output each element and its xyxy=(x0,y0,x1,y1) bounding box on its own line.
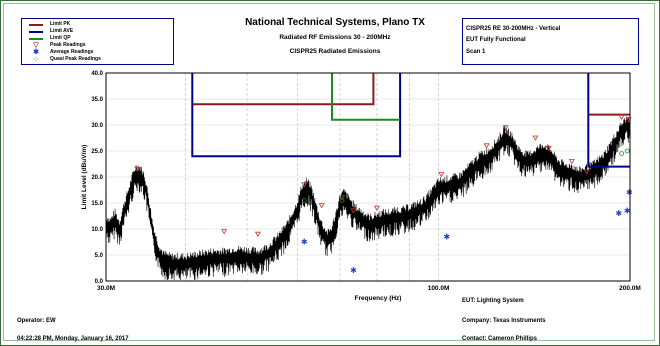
legend-item: ○ Quasi Peak Readings xyxy=(22,55,173,64)
peak-reading-marker xyxy=(301,182,308,188)
quasi-peak-reading-marker xyxy=(619,151,624,157)
x-tick-label: 30.0M xyxy=(97,285,115,292)
legend-item: Limit QP xyxy=(22,34,173,43)
peak-reading-marker xyxy=(350,208,357,214)
legend-marker-icon: ○ xyxy=(33,56,39,63)
y-tick-label: 0.0 xyxy=(95,279,104,285)
plot-border xyxy=(105,72,631,282)
legend-item: Limit AVE xyxy=(22,27,173,36)
peak-reading-marker xyxy=(618,114,625,121)
peak-reading-marker xyxy=(545,146,552,152)
quasi-peak-reading-marker xyxy=(624,148,630,154)
peak-reading-marker xyxy=(532,135,539,141)
company-label: Company: Texas Instruments xyxy=(462,318,546,324)
y-tick-label: 35.0 xyxy=(91,97,103,103)
y-tick-label: 40.0 xyxy=(91,71,103,77)
average-reading-marker: ✱ xyxy=(615,209,622,218)
scan-info-line-1: CISPR25 RE 30-200MHz - Vertical xyxy=(466,26,561,32)
legend-marker-icon: ✱ xyxy=(33,49,39,56)
average-reading-marker: ✱ xyxy=(443,232,450,241)
chart-subtitle: Radiated RF Emissions 30 - 200MHz xyxy=(279,34,391,41)
y-tick-label: 30.0 xyxy=(91,123,103,129)
limit-lines xyxy=(191,73,630,168)
limit-line-limit-qp xyxy=(331,73,401,121)
limit-line-limit-ave xyxy=(587,73,630,168)
peak-reading-marker xyxy=(254,231,261,238)
emission-trace xyxy=(105,114,631,280)
peak-reading-marker xyxy=(373,205,380,212)
average-reading-marker: ✱ xyxy=(626,188,633,197)
peak-reading-marker xyxy=(339,195,345,201)
operator-label: Operator: EW xyxy=(17,318,56,324)
peak-reading-marker xyxy=(221,229,228,235)
y-tick-label: 25.0 xyxy=(91,149,103,155)
legend-label: Average Readings xyxy=(50,49,94,55)
quasi-peak-reading-marker xyxy=(339,197,345,203)
legend-item: ✱ Average Readings xyxy=(22,48,173,57)
legend-swatch xyxy=(29,24,43,26)
legend-marker-icon: ▽ xyxy=(33,42,39,49)
legend-label: Limit QP xyxy=(50,35,71,41)
scan-info-line-3: Scan 1 xyxy=(466,49,486,55)
y-axis-label: Limit Level (dBuV/m) xyxy=(81,145,88,210)
legend-label: Limit PK xyxy=(50,21,71,27)
quasi-peak-reading-marker xyxy=(301,197,307,203)
reading-markers: ✱✱✱✱ ✱✱ xyxy=(134,114,633,275)
legend-label: Limit AVE xyxy=(50,28,74,34)
peak-reading-marker xyxy=(438,172,445,178)
peak-reading-marker xyxy=(318,203,325,209)
y-tick-label: 15.0 xyxy=(91,201,103,207)
contact-label: Contact: Cameron Phillips xyxy=(462,336,538,342)
average-reading-marker: ✱ xyxy=(301,238,308,247)
legend-item: ▽ Peak Readings xyxy=(22,41,173,50)
emission-trace-line xyxy=(105,114,631,280)
legend-label: Peak Readings xyxy=(50,42,86,48)
datetime-label: 04:22:28 PM, Monday, January 16, 2017 xyxy=(17,336,129,342)
peak-reading-marker xyxy=(483,143,490,149)
scan-info-box: CISPR25 RE 30-200MHz - Vertical EUT Full… xyxy=(462,18,639,65)
eut-label: EUT: Lighting System xyxy=(462,298,524,304)
peak-reading-marker xyxy=(583,169,590,175)
x-tick-label: 200.0M xyxy=(619,285,641,292)
scan-info-line-2: EUT Fully Functional xyxy=(466,37,526,43)
peak-reading-marker xyxy=(134,166,141,173)
chart-subtitle-2: CISPR25 Radiated Emissions xyxy=(289,48,381,55)
chart-title: National Technical Systems, Plano TX xyxy=(245,17,425,28)
limit-line-limit-ave xyxy=(191,73,402,158)
limit-line-limit-pk xyxy=(192,73,375,106)
x-tick-label: 100.0M xyxy=(428,285,450,292)
peak-reading-marker xyxy=(568,159,575,165)
peak-reading-marker xyxy=(502,125,509,131)
average-reading-marker: ✱ xyxy=(350,266,357,275)
legend-swatch xyxy=(29,38,43,40)
legend-item: Limit PK xyxy=(22,20,173,29)
axes: 0.0 5.0 10.0 15.0 20.0 25.0 30.0 35.0 40.0 30.0M 1… xyxy=(91,71,641,292)
report-inner-frame xyxy=(3,3,655,341)
y-tick-label: 10.0 xyxy=(91,227,103,233)
legend-swatch xyxy=(29,31,43,33)
legend: Limit PK Limit AVE Limit QP ▽ Peak Readings ✱… xyxy=(21,18,174,65)
y-tick-label: 5.0 xyxy=(95,253,104,259)
legend-label: Quasi Peak Readings xyxy=(50,56,101,62)
y-tick-label: 20.0 xyxy=(91,175,103,181)
x-axis-label: Frequency (Hz) xyxy=(355,295,402,302)
average-reading-marker: ✱ xyxy=(624,206,631,215)
